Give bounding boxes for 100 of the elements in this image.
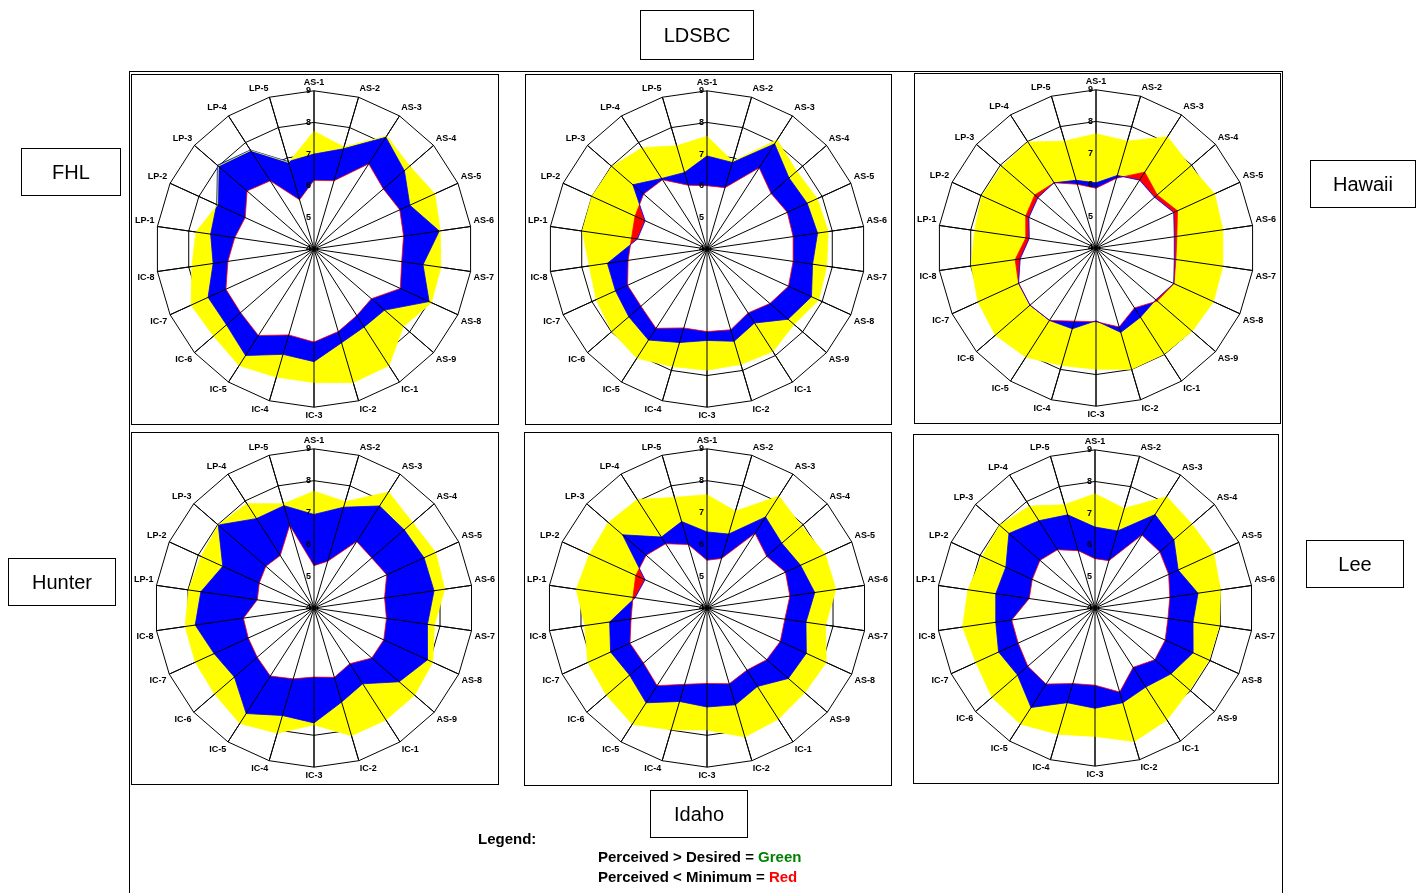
- spoke-label: IC-2: [752, 763, 770, 774]
- spoke-label: AS-6: [1254, 574, 1276, 585]
- text: Lee: [1306, 540, 1404, 588]
- spoke-label: IC-1: [794, 384, 812, 395]
- y-tick-label: 9: [305, 85, 311, 96]
- y-tick-label: 6: [305, 180, 311, 191]
- spoke-label: LP-1: [134, 215, 155, 226]
- text: Hunter: [8, 558, 116, 606]
- spoke-label: AS-4: [1216, 491, 1238, 502]
- spoke-label: AS-8: [460, 315, 482, 326]
- spoke-label: IC-7: [150, 315, 168, 326]
- spoke-label: LP-5: [642, 83, 662, 94]
- spoke-label: LP-4: [207, 102, 227, 113]
- spoke-label: AS-9: [435, 354, 457, 365]
- spoke-label: LP-5: [641, 441, 662, 452]
- spoke-label: IC-5: [990, 743, 1008, 754]
- spoke-label: IC-5: [209, 384, 227, 395]
- spoke-label: LP-4: [989, 101, 1009, 112]
- spoke-label: IC-1: [1183, 383, 1201, 394]
- spoke-label: AS-5: [461, 529, 483, 540]
- text: Idaho: [650, 790, 748, 838]
- y-tick-label: 5: [698, 211, 704, 222]
- spoke-label: IC-3: [1087, 409, 1105, 420]
- spoke-label: IC-3: [698, 770, 716, 781]
- spoke-label: AS-7: [1254, 630, 1276, 641]
- spoke-label: AS-6: [474, 574, 496, 585]
- spoke-label: LP-1: [526, 574, 547, 585]
- spoke-label: AS-2: [1140, 442, 1161, 453]
- spoke-label: LP-2: [929, 170, 950, 181]
- chart-title: LDSBC: [640, 10, 754, 60]
- y-tick-label: 5: [305, 211, 311, 222]
- y-tick-label: 6: [305, 538, 311, 549]
- spoke-label: AS-4: [435, 132, 457, 143]
- spoke-label: AS-3: [1182, 461, 1203, 472]
- spoke-label: LP-1: [916, 214, 937, 225]
- spoke-label: AS-7: [866, 271, 888, 282]
- spoke-label: AS-3: [794, 460, 816, 471]
- spoke-label: LP-2: [539, 529, 560, 540]
- spoke-label: LP-3: [565, 132, 586, 143]
- spoke-label: IC-4: [251, 763, 269, 774]
- spoke-label: LP-2: [146, 529, 167, 540]
- spoke-label: IC-6: [567, 714, 585, 725]
- spoke-label: AS-8: [853, 315, 875, 326]
- spoke-label: IC-8: [137, 271, 155, 282]
- spoke-label: IC-6: [568, 354, 586, 365]
- spoke-label: LP-3: [171, 490, 192, 501]
- spoke-label: LP-4: [600, 102, 620, 113]
- spoke-label: IC-2: [359, 403, 377, 414]
- y-tick-label: 7: [1087, 147, 1093, 158]
- y-tick-label: 5: [305, 570, 311, 581]
- spoke-label: AS-8: [854, 675, 876, 686]
- spoke-label: AS-5: [460, 171, 482, 182]
- spoke-label: AS-9: [829, 714, 851, 725]
- spoke-label: AS-1: [303, 434, 325, 445]
- y-tick-label: 6: [698, 538, 704, 549]
- spoke-label: AS-3: [401, 460, 423, 471]
- spoke-label: LP-1: [915, 574, 936, 585]
- y-tick-label: 9: [698, 85, 704, 96]
- spoke-label: IC-6: [956, 713, 974, 724]
- spoke-label: LP-2: [147, 171, 168, 182]
- y-tick-label: 8: [305, 475, 311, 486]
- y-tick-label: 9: [1087, 84, 1093, 95]
- text: Hawaii: [1310, 160, 1416, 208]
- spoke-label: IC-7: [542, 675, 560, 686]
- spoke-label: AS-8: [461, 675, 483, 686]
- spoke-label: IC-4: [1032, 762, 1050, 773]
- spoke-label: IC-4: [1033, 402, 1051, 413]
- spoke-label: AS-4: [436, 490, 458, 501]
- spoke-label: AS-2: [359, 83, 380, 94]
- spoke-label: IC-2: [359, 763, 377, 774]
- spoke-label: IC-4: [644, 403, 662, 414]
- text: Perceived > Desired = Green: [598, 848, 802, 865]
- y-tick-label: 6: [1086, 539, 1092, 550]
- spoke-label: IC-3: [698, 410, 716, 421]
- text: FHL: [21, 148, 121, 196]
- spoke-label: AS-9: [436, 714, 458, 725]
- spoke-label: LP-3: [564, 490, 585, 501]
- spoke-label: AS-2: [752, 441, 774, 452]
- y-tick-label: 8: [698, 475, 704, 486]
- spoke-label: AS-7: [1255, 270, 1277, 281]
- spoke-label: AS-9: [828, 354, 850, 365]
- spoke-label: IC-8: [919, 270, 937, 281]
- spoke-label: LP-4: [988, 461, 1008, 472]
- spoke-label: LP-5: [249, 83, 269, 94]
- spoke-label: AS-6: [473, 215, 495, 226]
- y-tick-label: 6: [1087, 179, 1093, 190]
- y-tick-label: 6: [698, 180, 704, 191]
- spoke-label: AS-5: [853, 171, 875, 182]
- spoke-label: AS-2: [1141, 82, 1162, 93]
- spoke-label: IC-2: [1140, 762, 1158, 773]
- spoke-label: AS-7: [867, 630, 889, 641]
- spoke-label: LP-5: [1031, 82, 1051, 93]
- spoke-label: AS-7: [473, 271, 495, 282]
- spoke-label: AS-7: [474, 630, 496, 641]
- spoke-label: IC-4: [251, 403, 269, 414]
- y-tick-label: 7: [305, 148, 311, 159]
- y-tick-label: 7: [698, 507, 704, 517]
- spoke-label: IC-7: [149, 675, 167, 686]
- spoke-label: AS-6: [867, 574, 889, 585]
- spoke-label: IC-3: [1086, 769, 1104, 780]
